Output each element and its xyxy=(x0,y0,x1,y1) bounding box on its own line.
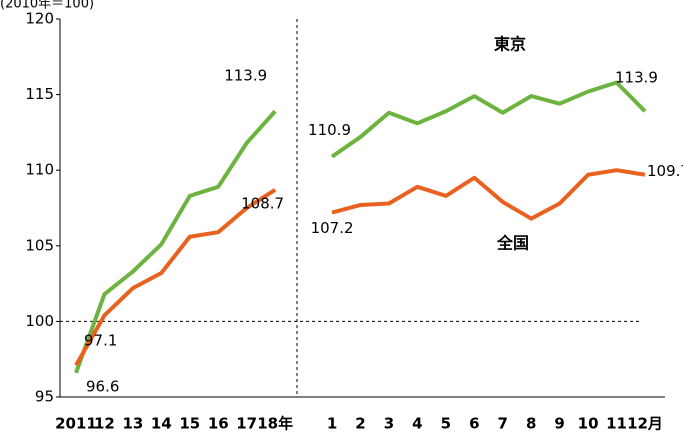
x-tick-label: 2 xyxy=(355,415,365,433)
y-tick-label: 105 xyxy=(25,236,54,254)
x-tick-label: 13 xyxy=(122,415,143,433)
x-tick-label: 11 xyxy=(606,415,627,433)
x-tick-label: 6 xyxy=(469,415,479,433)
line-series xyxy=(74,80,647,374)
series-label: 東京 xyxy=(494,35,526,54)
data-label: 107.2 xyxy=(311,219,354,237)
x-tick-label: 10 xyxy=(578,415,599,433)
x-tick-label: 4 xyxy=(412,415,422,433)
data-label: 109.7 xyxy=(647,162,683,180)
x-tick-label: 12 xyxy=(94,415,115,433)
x-tick-label: 9 xyxy=(554,415,564,433)
series-label: 全国 xyxy=(496,234,529,253)
data-label: 110.9 xyxy=(308,121,351,139)
data-label: 113.9 xyxy=(615,69,658,87)
x-tick-label: 15 xyxy=(179,415,200,433)
x-tick-label: 3 xyxy=(384,415,394,433)
y-tick-label: 100 xyxy=(25,312,54,330)
subtitle: (2010年＝100) xyxy=(0,0,94,12)
x-tick-label: 12月 xyxy=(627,415,663,433)
x-tick-label: 8 xyxy=(526,415,536,433)
data-label: 113.9 xyxy=(224,67,267,85)
data-label: 97.1 xyxy=(84,332,117,350)
y-tick-label: 110 xyxy=(25,161,54,179)
x-tick-label: 1 xyxy=(327,415,337,433)
data-label: 108.7 xyxy=(241,194,284,212)
x-tick-label: 16 xyxy=(208,415,229,433)
y-tick-label: 120 xyxy=(25,10,54,28)
line-series xyxy=(74,168,646,367)
y-tick-label: 95 xyxy=(35,388,54,406)
data-label: 96.6 xyxy=(86,377,119,395)
x-tick-label: 14 xyxy=(151,415,172,433)
x-tick-label: 7 xyxy=(498,415,508,433)
x-tick-label: 17 xyxy=(236,415,257,433)
y-tick-label: 115 xyxy=(25,85,54,103)
x-tick-label: 5 xyxy=(441,415,451,433)
x-tick-label: 2011 xyxy=(55,415,97,433)
x-tick-label: 18年 xyxy=(257,415,293,433)
